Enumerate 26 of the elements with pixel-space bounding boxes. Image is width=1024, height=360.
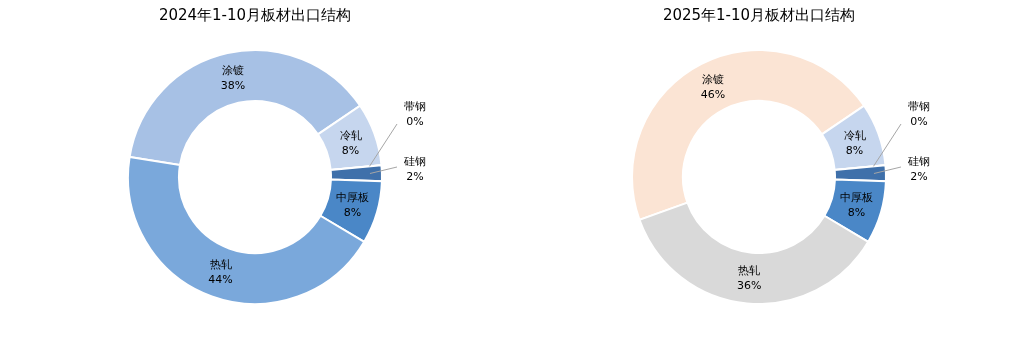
data-label: 46%	[700, 87, 726, 101]
data-label: 8%	[341, 143, 360, 157]
data-label: 2%	[406, 170, 424, 183]
slice-label: 中厚板	[335, 191, 369, 205]
category-label: 带钢	[908, 100, 930, 113]
slice-label: 热轧	[209, 258, 232, 272]
slice-label: 涂镀	[221, 63, 244, 77]
slice-label: 硅钢	[403, 155, 426, 168]
slice-label: 冷轧	[843, 128, 866, 142]
chart-title: 2025年1-10月板材出口结构	[662, 6, 856, 24]
slice-label: 硅钢	[907, 155, 930, 168]
data-label: 8%	[845, 143, 864, 157]
data-label: 36%	[737, 279, 762, 293]
data-label: 8%	[343, 206, 362, 220]
data-label: 44%	[208, 273, 233, 287]
slice-label: 涂镀	[702, 72, 725, 86]
category-label: 带钢	[404, 100, 426, 113]
text: 0%	[406, 115, 424, 128]
text: 0%	[910, 115, 928, 128]
chart-title: 2024年1-10月板材出口结构	[158, 6, 352, 24]
slice-label: 冷轧	[339, 128, 362, 142]
data-label: 2%	[910, 170, 928, 183]
slice-label: 中厚板	[839, 191, 873, 205]
data-label: 8%	[847, 206, 866, 220]
slice-label: 热轧	[738, 264, 761, 278]
data-label: 38%	[220, 78, 246, 92]
